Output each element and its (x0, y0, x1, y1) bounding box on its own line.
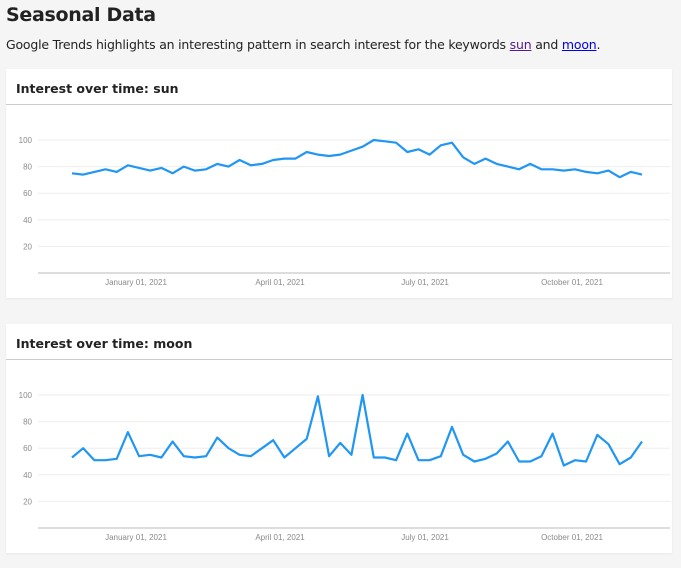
moon-link[interactable]: moon (561, 37, 597, 52)
series-line[interactable] (71, 393, 643, 467)
card-title: Interest over time: moon (6, 324, 672, 360)
x-tick-label: October 01, 2021 (541, 278, 603, 287)
intro-suffix: . (596, 37, 601, 52)
y-tick-label: 60 (23, 444, 32, 453)
intro-prefix: Google Trends highlights an interesting … (6, 37, 510, 52)
x-tick-label: April 01, 2021 (255, 278, 305, 287)
y-tick-label: 40 (23, 216, 32, 225)
intro-mid: and (531, 37, 562, 52)
sun-link[interactable]: sun (509, 37, 532, 52)
y-tick-label: 60 (23, 189, 32, 198)
x-tick-label: July 01, 2021 (401, 278, 449, 287)
y-tick-label: 100 (19, 136, 33, 145)
y-tick-label: 20 (23, 242, 32, 251)
y-tick-label: 100 (19, 391, 33, 400)
intro-text: Google Trends highlights an interesting … (6, 37, 600, 52)
y-tick-label: 80 (23, 163, 32, 172)
series-line[interactable] (71, 138, 643, 179)
x-tick-label: October 01, 2021 (541, 533, 603, 542)
x-tick-label: April 01, 2021 (255, 533, 305, 542)
card-title: Interest over time: sun (6, 69, 672, 105)
y-tick-label: 20 (23, 497, 32, 506)
sun-line-chart: 20 40 60 80 100 January 01, 2021 April 01, 202… (19, 136, 670, 287)
page-title: Seasonal Data (6, 4, 156, 26)
y-tick-label: 80 (23, 418, 32, 427)
x-tick-label: January 01, 2021 (105, 278, 167, 287)
y-tick-label: 40 (23, 471, 32, 480)
moon-chart-card: Interest over time: moon 20 40 60 80 100 Janu… (6, 324, 672, 553)
x-tick-label: July 01, 2021 (401, 533, 449, 542)
x-tick-label: January 01, 2021 (105, 533, 167, 542)
moon-line-chart: 20 40 60 80 100 January 01, 2021 April 01, 202… (19, 391, 670, 542)
sun-chart-card: Interest over time: sun 20 40 60 80 100 Janua… (6, 69, 672, 298)
